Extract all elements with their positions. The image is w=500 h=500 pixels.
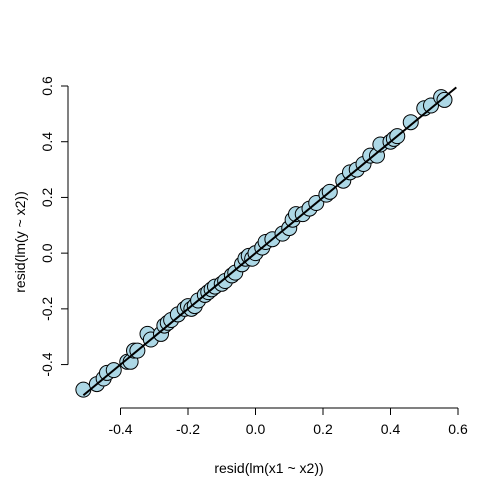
regression-line	[82, 86, 457, 396]
y-axis-label: resid(lm(y ~ x2))	[12, 191, 28, 293]
x-tick-label: 0.2	[313, 421, 333, 437]
regression-line-layer	[82, 86, 457, 396]
x-tick-label: 0.0	[246, 421, 266, 437]
y-axis: -0.4 -0.2 0.0 0.2 0.4 0.6	[39, 76, 69, 377]
y-tick-label: 0.0	[39, 243, 55, 263]
x-tick-label: -0.2	[176, 421, 200, 437]
data-point	[436, 91, 453, 108]
y-tick-label: 0.4	[39, 132, 55, 152]
x-tick-label: 0.6	[448, 421, 468, 437]
y-tick-label: -0.4	[39, 352, 55, 376]
x-axis: -0.4 -0.2 0.0 0.2 0.4 0.6	[108, 407, 468, 437]
y-tick-label: 0.6	[39, 76, 55, 96]
x-tick-label: 0.4	[381, 421, 401, 437]
data-point	[402, 114, 419, 131]
y-tick-label: 0.2	[39, 187, 55, 207]
y-tick-label: -0.2	[39, 297, 55, 321]
x-axis-label: resid(lm(x1 ~ x2))	[214, 460, 323, 476]
x-tick-label: -0.4	[108, 421, 132, 437]
